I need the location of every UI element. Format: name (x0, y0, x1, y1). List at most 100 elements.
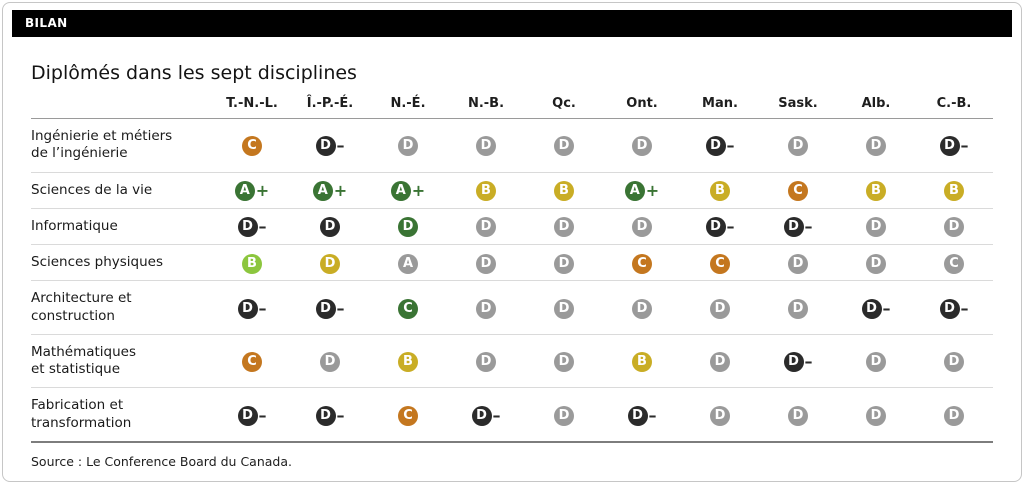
page-title: Diplômés dans les sept disciplines (31, 62, 357, 84)
grade-badge: D – (315, 136, 345, 157)
grade-cell: D (525, 208, 603, 246)
grade-badge: D – (627, 405, 657, 426)
grade-letter: D (554, 136, 574, 157)
grade-badge: C (632, 253, 652, 274)
grade-badge: A + (312, 181, 347, 202)
grade-badge: D (476, 253, 496, 274)
grade-badge: B (476, 181, 496, 202)
grade-badge: A + (234, 181, 269, 202)
grade-sign-minus: – (258, 298, 267, 318)
column-header: N.-B. (447, 92, 525, 119)
grade-letter: A (398, 253, 418, 274)
table-row: Sciences de la vie A + A + A + B B A + B C B B (31, 172, 993, 209)
row-label: Sciences physiques (31, 244, 213, 282)
grade-letter: D (710, 298, 730, 319)
grade-letter: D (705, 136, 726, 157)
grade-cell: D (525, 244, 603, 282)
grade-cell: D (369, 208, 447, 246)
grade-letter: D (476, 136, 496, 157)
grade-letter: C (398, 298, 418, 319)
grade-letter: D (320, 352, 340, 373)
grade-letter: C (632, 253, 652, 274)
grade-badge: D (554, 253, 574, 274)
grade-cell: C (369, 280, 447, 335)
grade-letter: D (554, 405, 574, 426)
grade-badge: D (398, 217, 418, 238)
grade-cell: D (837, 334, 915, 389)
grade-badge: D (788, 298, 808, 319)
grade-cell: C (915, 244, 993, 282)
grade-cell: D (603, 280, 681, 335)
grade-badge: B (632, 352, 652, 373)
grade-cell: D (759, 280, 837, 335)
grade-badge: B (710, 181, 730, 202)
grade-letter: C (242, 136, 262, 157)
grade-cell: D – (213, 280, 291, 335)
grade-cell: D (525, 387, 603, 443)
grade-badge: D (476, 217, 496, 238)
grade-letter: D (398, 217, 418, 238)
grade-letter: D (476, 352, 496, 373)
grade-cell: D (525, 280, 603, 335)
grade-cell: B (681, 172, 759, 209)
grade-badge: D (944, 217, 964, 238)
grade-letter: D (944, 217, 964, 238)
grade-badge: D – (315, 298, 345, 319)
corner-cell (31, 92, 213, 119)
grade-cell: D (603, 208, 681, 246)
source-note: Source : Le Conference Board du Canada. (31, 453, 292, 469)
grade-letter: D (783, 217, 804, 238)
grade-cell: D (759, 118, 837, 173)
grade-letter: D (320, 217, 340, 238)
grade-badge: D – (237, 298, 267, 319)
grade-letter: D (710, 405, 730, 426)
grade-badge: C (788, 181, 808, 202)
grade-cell: B (837, 172, 915, 209)
grade-letter: D (788, 298, 808, 319)
grade-cell: D (291, 334, 369, 389)
table-row: Ingénierie et métiers de l’ingénierie C D –… (31, 118, 993, 173)
row-label: Fabrication et transformation (31, 387, 213, 443)
grade-cell: B (915, 172, 993, 209)
grade-sign-minus: – (336, 298, 345, 318)
grade-letter: A (312, 181, 333, 202)
grade-letter: D (783, 352, 804, 373)
grade-cell: D (447, 334, 525, 389)
grade-letter: D (866, 352, 886, 373)
grade-letter: D (476, 298, 496, 319)
grade-cell: C (681, 244, 759, 282)
grade-letter: D (554, 352, 574, 373)
grade-cell: C (213, 118, 291, 173)
grade-letter: A (234, 181, 255, 202)
grade-badge: D (476, 298, 496, 319)
grade-letter: C (788, 181, 808, 202)
grade-letter: D (476, 253, 496, 274)
grade-cell: D (291, 208, 369, 246)
row-label: Mathématiques et statistique (31, 334, 213, 389)
column-header: Alb. (837, 92, 915, 119)
grade-letter: D (237, 405, 258, 426)
grade-cell: D (603, 118, 681, 173)
grade-cell: D – (291, 280, 369, 335)
grade-badge: D (788, 253, 808, 274)
column-header: Î.-P.-É. (291, 92, 369, 119)
grade-badge: D (554, 352, 574, 373)
grade-table: T.-N.-L. Î.-P.-É. N.-É. N.-B. Qc. Ont. Man. Sas… (31, 92, 993, 443)
grade-sign-minus: – (804, 217, 813, 237)
column-header: Ont. (603, 92, 681, 119)
grade-cell: D (915, 334, 993, 389)
grade-badge: D (710, 405, 730, 426)
grade-badge: D (632, 217, 652, 238)
grade-letter: D (632, 298, 652, 319)
column-header: Qc. (525, 92, 603, 119)
grade-letter: D (315, 136, 336, 157)
grade-badge: D – (783, 352, 813, 373)
grade-cell: D (915, 208, 993, 246)
grade-badge: D – (783, 217, 813, 238)
row-label: Ingénierie et métiers de l’ingénierie (31, 118, 213, 173)
grade-cell: D (837, 244, 915, 282)
table-row: Fabrication et transformation D – D – C D – D D – D… (31, 387, 993, 443)
grade-letter: D (944, 405, 964, 426)
grade-cell: D (447, 118, 525, 173)
grade-badge: A + (624, 181, 659, 202)
